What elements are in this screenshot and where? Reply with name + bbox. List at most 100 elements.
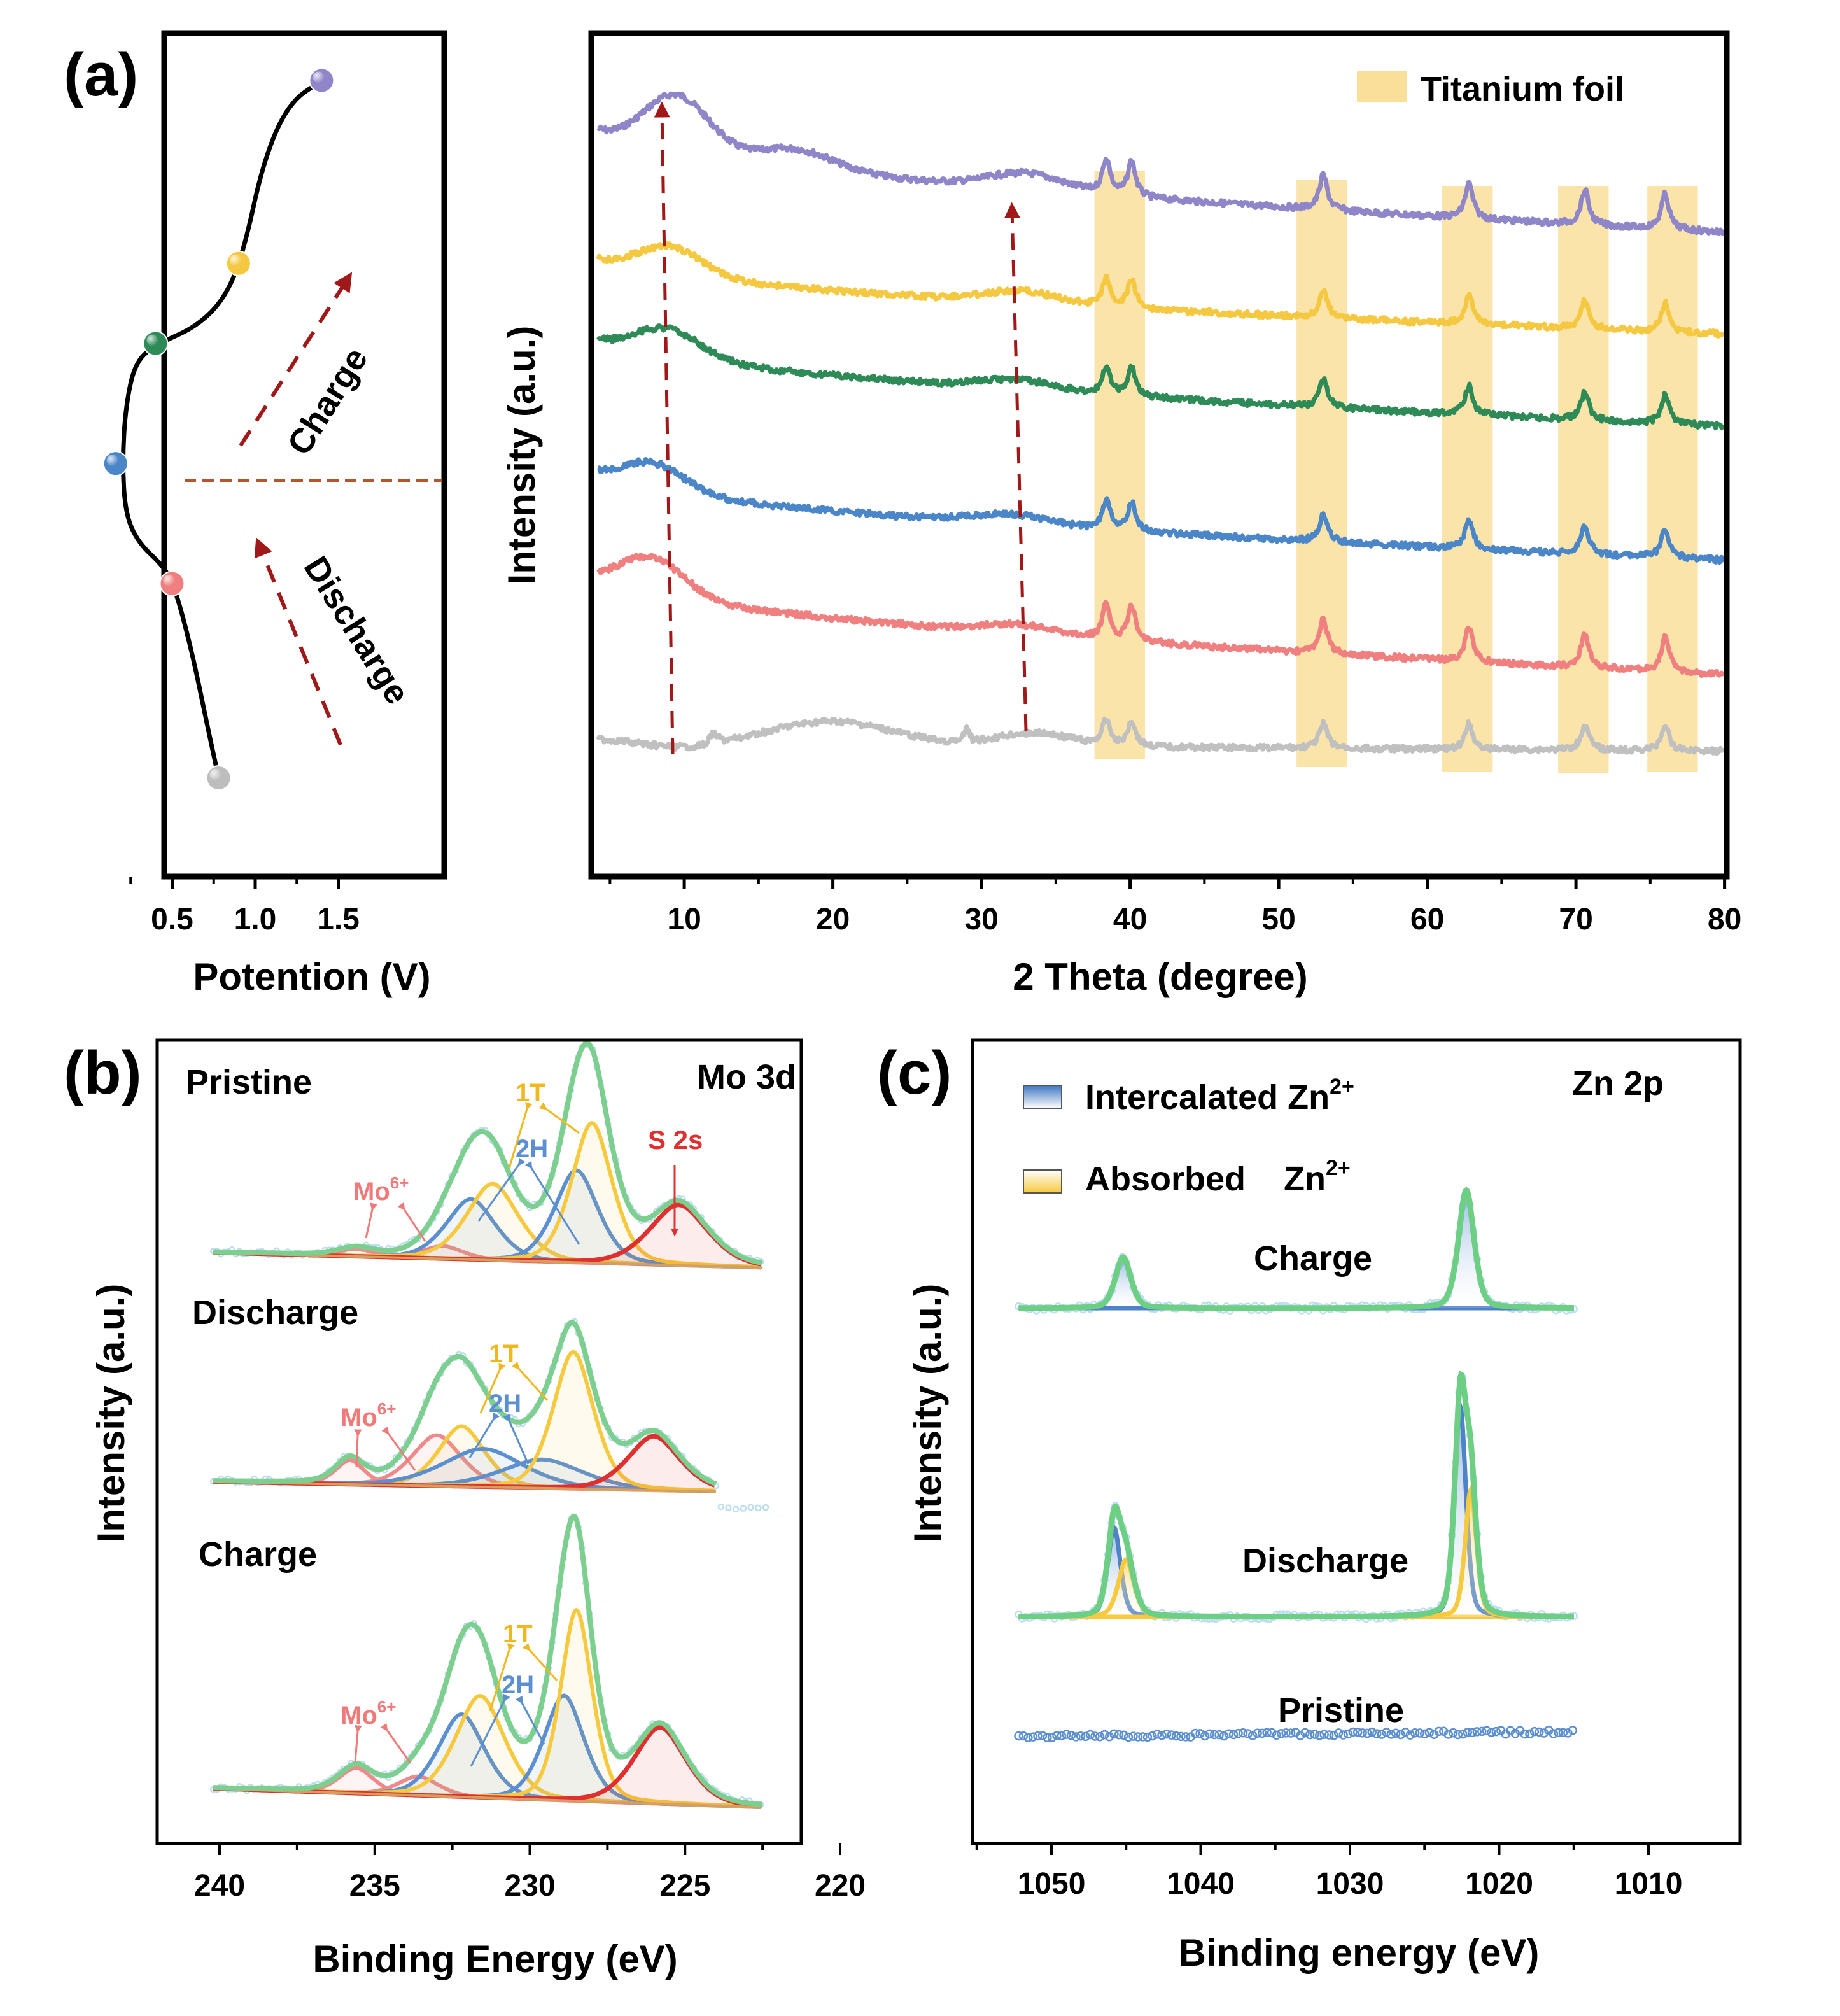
xrd-pattern-charge-late (596, 241, 1726, 339)
potential-curve (121, 78, 323, 779)
phase-1t-pointer (523, 1642, 558, 1682)
mo6-label-superscript: 6+ (390, 1173, 409, 1192)
phase-1t-pointer (512, 1361, 549, 1402)
phase-2h-pointer (470, 1693, 510, 1767)
absorbed-legend-label: Absorbed Zn2+ (1085, 1156, 1351, 1198)
zn2p-plot-frame (971, 1038, 1742, 1845)
phase-1t-pointer (479, 1362, 506, 1414)
xrd-tick-label: 80 (1708, 903, 1741, 936)
zn-component-fill-blue (1018, 1190, 1574, 1308)
absorbed-legend-swatch (1023, 1169, 1062, 1194)
zn-component-fill-yellow (1018, 1560, 1574, 1617)
mo3d-envelope-pristine (213, 1040, 762, 1265)
potential-tick-label: 1.5 (317, 903, 360, 936)
mo6-label-text: Mo (341, 1702, 377, 1730)
xrd-panel: Titanium foil 10 20 30 40 50 60 70 80 2 Theta (… (500, 30, 1741, 998)
panel-letter-c: (c) (877, 1039, 952, 1107)
mo3d-panel: Mo 3d Pristine Discharge Charge Mo6+2H1T… (90, 1038, 866, 1980)
mo6-label-superscript: 6+ (377, 1697, 397, 1716)
zn-tick-label: 1030 (1316, 1867, 1384, 1901)
titanium-band (1094, 171, 1145, 759)
zn2p-x-axis-title: Binding energy (eV) (1179, 1931, 1540, 1974)
mo3d-component-fill-t1 (213, 1183, 763, 1268)
mo3d-tick-label: 235 (349, 1869, 400, 1903)
mo3d-component-fill-s2s (213, 1727, 763, 1808)
charge-arrow (239, 272, 353, 447)
zn-component-fill-blue (1018, 1407, 1574, 1617)
zn-tick-label: 1050 (1018, 1867, 1086, 1901)
phase-2h-pointer (516, 1695, 545, 1745)
zn-discharge-label: Discharge (1242, 1542, 1408, 1580)
mo6-pointer (354, 1724, 362, 1763)
phase-2h-pointer (468, 1412, 500, 1458)
mo3d-tick-label: 240 (194, 1869, 245, 1903)
phase-2h-label: 2H (516, 1135, 548, 1163)
phase-2h-pointer (503, 1413, 530, 1465)
mo3d-tick-label: 220 (815, 1869, 866, 1903)
mo3d-component-fill-mo6 (213, 1768, 763, 1808)
xrd-tick-label: 30 (964, 903, 998, 936)
mo3d-plot-frame (155, 1038, 803, 1845)
xrd-plot-frame (588, 30, 1730, 880)
mo3d-component-fill-h2 (213, 1199, 763, 1268)
xrd-tick-label: 70 (1559, 903, 1592, 936)
mo3d-envelope-discharge (213, 1320, 717, 1486)
xrd-pattern-discharge-end (597, 457, 1725, 565)
discharge-arrow (254, 537, 342, 746)
zn-pristine-label: Pristine (1278, 1691, 1404, 1730)
mo6-label: Mo6+ (341, 1697, 396, 1730)
mo3d-baseline-charge (213, 1787, 763, 1809)
phase-2h-pointer (524, 1160, 580, 1245)
s2s-label: S 2s (648, 1125, 703, 1155)
zn2p-y-axis-title: Intensity (a.u.) (906, 1284, 949, 1543)
phase-2h-pointer (477, 1157, 526, 1222)
intercalated-legend-swatch (1023, 1085, 1062, 1109)
state-point-highlight-discharge-mid (163, 574, 175, 586)
mo3d-y-axis-title: Intensity (a.u.) (90, 1284, 132, 1543)
xrd-pattern-discharge-mid (596, 553, 1725, 679)
pristine-label: Pristine (186, 1063, 312, 1101)
titanium-band (1558, 186, 1609, 773)
panel-letter-a: (a) (64, 41, 138, 109)
state-point-highlight-pristine (209, 769, 221, 780)
mo3d-component-fill-mo6 (213, 1248, 763, 1268)
mo6-label: Mo6+ (353, 1173, 409, 1206)
high-angle-shift-arrow (1004, 202, 1028, 731)
mo3d-component-fill-t1 (213, 1426, 716, 1492)
mo3d-component-fill-h2 (213, 1714, 763, 1808)
phase-1t-label: 1T (489, 1340, 519, 1368)
discharge-label: Discharge (192, 1293, 358, 1332)
xrd-tick-label: 50 (1261, 903, 1295, 936)
xrd-pattern-charge-end (596, 91, 1726, 236)
mo6-pointer (381, 1426, 416, 1471)
zn2p-panel: Zn 2p Intercalated Zn2+ Absorbed Zn2+ Ch… (906, 1038, 1742, 1974)
mo3d-title: Mo 3d (697, 1058, 796, 1096)
zn-tick-label: 1010 (1615, 1867, 1683, 1901)
potential-x-axis-title: Potention (V) (193, 955, 430, 998)
mo3d-component-fill-t1 (213, 1123, 763, 1268)
titanium-band (1296, 180, 1347, 767)
discharge-annotation: Discharge (297, 550, 417, 711)
mo3d-component-fill-t1 (213, 1696, 763, 1808)
zn-raw-data-discharge (1015, 1374, 1578, 1623)
xrd-tick-label: 40 (1113, 903, 1147, 936)
mo3d-envelope-charge (213, 1513, 762, 1807)
state-point-highlight-charge-mid (146, 334, 158, 346)
zn-charge-label: Charge (1254, 1239, 1372, 1278)
mo3d-x-axis-title: Binding Energy (eV) (313, 1938, 677, 1980)
mo6-pointer (365, 1202, 377, 1239)
charge-label: Charge (199, 1535, 317, 1574)
mo3d-baseline-discharge (213, 1480, 717, 1493)
phase-2h-label: 2H (489, 1390, 521, 1418)
mo3d-component-fill-s2s (213, 1436, 716, 1492)
xrd-tick-label: 20 (816, 903, 850, 936)
potential-plot-frame (161, 30, 447, 880)
zn-envelope-discharge (1018, 1370, 1574, 1620)
phase-1t-label: 1T (503, 1620, 533, 1648)
mo3d-tick-label: 225 (659, 1869, 710, 1903)
intercalated-legend-label: Intercalated Zn2+ (1085, 1075, 1354, 1117)
mo6-label-text: Mo (341, 1404, 377, 1432)
mo3d-component-fill-mo6 (213, 1435, 716, 1492)
mo6-label-superscript: 6+ (377, 1399, 397, 1418)
state-point-highlight-charge-late (229, 254, 241, 266)
